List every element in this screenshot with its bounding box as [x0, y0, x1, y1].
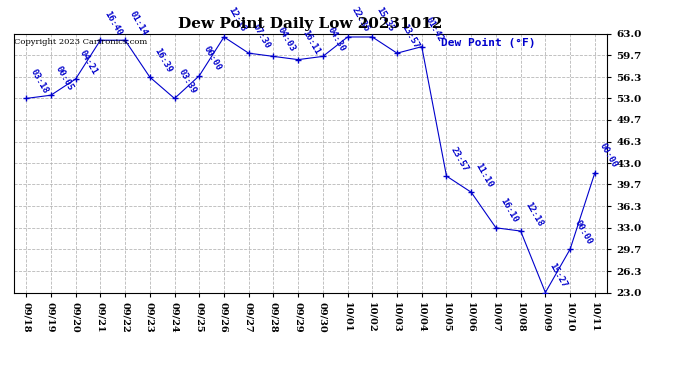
- Text: 12:18: 12:18: [226, 6, 248, 34]
- Text: 03:39: 03:39: [177, 68, 198, 95]
- Text: 00:05: 00:05: [53, 64, 75, 92]
- Text: 16:39: 16:39: [152, 46, 173, 74]
- Text: 16:10: 16:10: [498, 197, 520, 225]
- Text: 22:36: 22:36: [350, 6, 371, 34]
- Text: 12:18: 12:18: [523, 200, 544, 228]
- Text: 15:35: 15:35: [375, 6, 396, 34]
- Text: 16:40: 16:40: [103, 9, 124, 37]
- Text: 01:42: 01:42: [424, 16, 446, 44]
- Text: 04:30: 04:30: [326, 26, 346, 53]
- Text: Dew Point (°F): Dew Point (°F): [441, 38, 535, 48]
- Text: 03:18: 03:18: [29, 68, 50, 95]
- Text: 00:00: 00:00: [598, 142, 618, 170]
- Text: 04:21: 04:21: [78, 48, 99, 76]
- Title: Dew Point Daily Low 20231012: Dew Point Daily Low 20231012: [178, 17, 443, 31]
- Text: 01:14: 01:14: [128, 9, 149, 37]
- Text: 07:30: 07:30: [251, 22, 273, 50]
- Text: 23:57: 23:57: [449, 145, 470, 173]
- Text: 00:00: 00:00: [573, 218, 594, 246]
- Text: 15:27: 15:27: [548, 261, 569, 289]
- Text: 11:10: 11:10: [474, 161, 495, 189]
- Text: 13:57: 13:57: [400, 22, 421, 50]
- Text: 16:11: 16:11: [301, 28, 322, 56]
- Text: 00:00: 00:00: [201, 45, 223, 73]
- Text: Copyright 2023 Cartronics.com: Copyright 2023 Cartronics.com: [14, 38, 147, 46]
- Text: 04:03: 04:03: [276, 26, 297, 53]
